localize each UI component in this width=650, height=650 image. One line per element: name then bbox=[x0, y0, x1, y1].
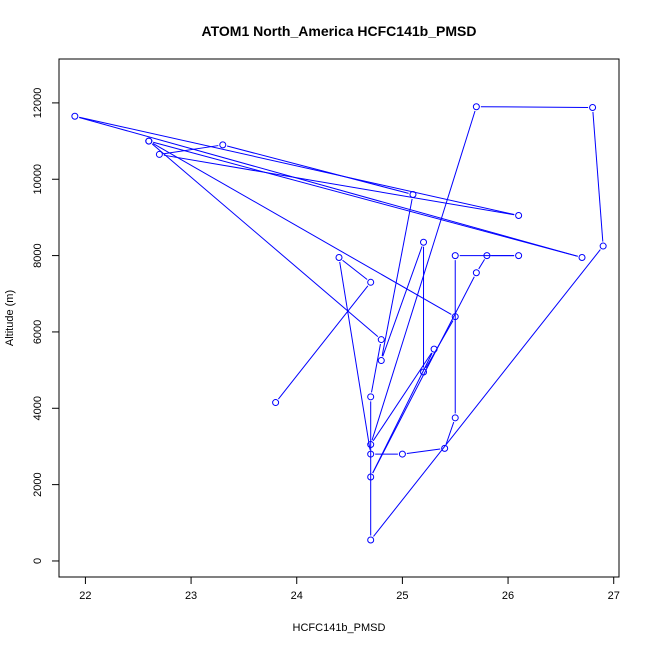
series-segment bbox=[163, 145, 219, 155]
data-point bbox=[367, 450, 375, 458]
y-tick-label: 12000 bbox=[32, 88, 44, 119]
data-point bbox=[472, 103, 480, 111]
series-segment bbox=[163, 154, 515, 216]
chart-title: ATOM1 North_America HCFC141b_PMSD bbox=[202, 23, 477, 39]
data-point bbox=[483, 252, 491, 260]
series-segment bbox=[339, 261, 371, 450]
data-point bbox=[272, 399, 280, 407]
series-segment bbox=[373, 249, 601, 537]
data-point bbox=[420, 238, 428, 246]
data-point bbox=[367, 536, 375, 544]
series-segment bbox=[425, 320, 454, 369]
series-segment bbox=[480, 106, 589, 108]
data-point bbox=[451, 313, 459, 321]
data-point bbox=[377, 357, 385, 365]
x-tick-label: 24 bbox=[291, 590, 303, 602]
data-point bbox=[409, 191, 417, 199]
series-segment bbox=[382, 246, 423, 357]
data-point bbox=[71, 112, 79, 120]
y-tick-label: 10000 bbox=[32, 164, 44, 195]
x-tick-label: 26 bbox=[502, 590, 514, 602]
data-point bbox=[377, 336, 385, 344]
series-segment bbox=[371, 343, 381, 393]
data-point bbox=[472, 269, 480, 277]
data-point bbox=[589, 103, 597, 111]
data-point bbox=[145, 137, 153, 145]
series-segment bbox=[151, 143, 379, 338]
plot-frame bbox=[58, 58, 620, 578]
y-tick-label: 4000 bbox=[32, 396, 44, 420]
data-point bbox=[155, 150, 163, 158]
data-point bbox=[367, 441, 375, 449]
x-tick-label: 27 bbox=[608, 590, 620, 602]
series bbox=[71, 103, 607, 544]
data-point bbox=[219, 141, 227, 149]
data-point bbox=[599, 242, 607, 250]
series-segment bbox=[278, 285, 369, 400]
series-segment bbox=[152, 142, 452, 315]
series-segment bbox=[153, 141, 578, 257]
x-tick-label: 23 bbox=[185, 590, 197, 602]
x-tick-label: 25 bbox=[396, 590, 408, 602]
axes: 22 23 24 25 26 27 0 2000 4000 6000 8000 10000 12000 bbox=[32, 88, 620, 602]
data-point bbox=[451, 414, 459, 422]
data-point bbox=[441, 444, 449, 452]
series-segment bbox=[592, 111, 604, 242]
series-segment bbox=[478, 259, 485, 270]
y-tick-label: 0 bbox=[32, 558, 44, 564]
y-tick-label: 2000 bbox=[32, 472, 44, 496]
data-point bbox=[420, 368, 428, 376]
series-segment bbox=[381, 198, 413, 357]
data-point bbox=[398, 450, 406, 458]
y-tick-label: 6000 bbox=[32, 320, 44, 344]
data-point bbox=[367, 473, 375, 481]
series-segment bbox=[79, 116, 515, 216]
series-segment bbox=[372, 352, 433, 442]
series-segment bbox=[342, 259, 368, 280]
data-point bbox=[367, 393, 375, 401]
series-segment bbox=[227, 145, 409, 194]
data-point bbox=[335, 253, 343, 261]
series-segment bbox=[406, 448, 441, 454]
data-point bbox=[515, 252, 523, 260]
y-axis-label: Altitude (m) bbox=[4, 290, 16, 346]
data-point bbox=[367, 278, 375, 286]
series-segment bbox=[79, 116, 578, 257]
data-point bbox=[430, 345, 438, 353]
data-point bbox=[578, 253, 586, 261]
data-point bbox=[451, 252, 459, 260]
x-tick-label: 22 bbox=[79, 590, 91, 602]
series-segment bbox=[445, 421, 455, 445]
data-point bbox=[515, 212, 523, 220]
y-tick-label: 8000 bbox=[32, 243, 44, 267]
series-segment bbox=[372, 352, 433, 474]
x-axis-label: HCFC141b_PMSD bbox=[293, 622, 386, 634]
